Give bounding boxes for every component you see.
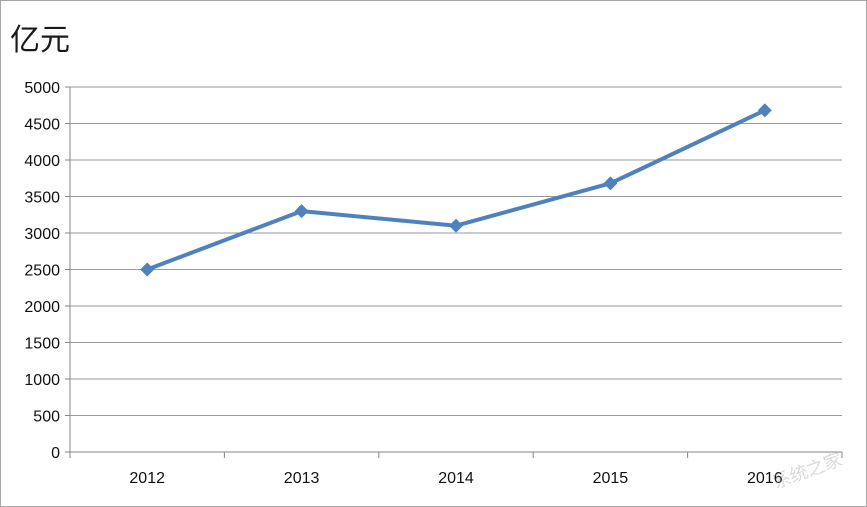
y-tick-label: 4500 [24, 117, 60, 134]
y-tick-label: 5000 [24, 80, 60, 97]
y-tick-label: 0 [51, 445, 60, 462]
data-point-marker [757, 103, 772, 118]
y-tick-label: 1500 [24, 336, 60, 353]
data-point-marker [294, 204, 309, 219]
gridlines [70, 86, 842, 416]
x-tick-label: 2013 [284, 470, 320, 487]
x-tick-label: 2014 [438, 470, 474, 487]
y-tick-label: 1000 [24, 372, 60, 389]
y-tick-label: 3500 [24, 190, 60, 207]
x-axis: 2012 2013 2014 2015 2016 [69, 87, 843, 487]
y-tick-label: 500 [33, 409, 60, 426]
y-axis-unit-label: 亿元 [10, 23, 70, 58]
y-tick-label: 4000 [24, 153, 60, 170]
data-point-marker [603, 176, 618, 191]
series-line [145, 108, 767, 272]
y-tick-label: 2000 [24, 299, 60, 316]
data-point-marker [140, 262, 155, 277]
x-tick-label: 2015 [593, 470, 629, 487]
data-point-marker [449, 218, 463, 233]
y-axis-ticks: 0 500 1000 1500 2000 2500 3000 3500 4000 4500 5000 [24, 80, 70, 462]
x-tick-label: 2016 [747, 470, 783, 487]
y-tick-label: 2500 [24, 263, 60, 280]
y-tick-label: 3000 [24, 226, 60, 243]
series-group [140, 103, 772, 277]
x-tick-label: 2012 [129, 470, 165, 487]
